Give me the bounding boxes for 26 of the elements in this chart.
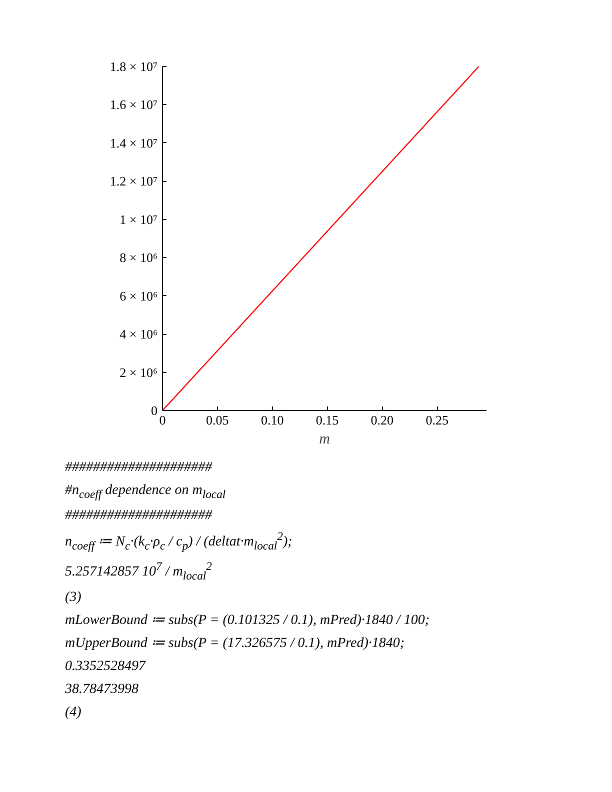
y-tick-label: 8 × 10⁶	[120, 250, 158, 266]
y-tick-label: 1.8 × 10⁷	[110, 59, 158, 74]
y-tick-label: 1.2 × 10⁷	[110, 174, 158, 189]
x-tick-label: 0.10	[260, 412, 284, 428]
y-tick-label: 4 × 10⁶	[120, 326, 158, 342]
text: 38.78473998	[65, 680, 140, 699]
y-tick-label: 0	[151, 403, 158, 418]
y-tick-label: 1.6 × 10⁷	[110, 97, 158, 112]
y-tick-label: 2 × 10⁶	[120, 364, 158, 380]
x-tick-label: 0.20	[370, 412, 394, 428]
text: 0.3352528497	[65, 658, 147, 676]
x-tick-label: 0.15	[316, 412, 339, 428]
text: #####################	[65, 507, 214, 526]
text: #####################	[65, 459, 214, 477]
x-tick-label: 0.25	[426, 412, 448, 428]
y-tick-label: 1.4 × 10⁷	[110, 135, 158, 150]
text: (4)	[65, 704, 82, 722]
x-tick-label: 0.05	[206, 412, 229, 428]
y-tick-label: 1 × 10⁷	[120, 212, 158, 227]
x-axis-title: m	[319, 432, 330, 448]
text: mLowerBound ≔ subs(P = (0.101325 / 0.1), mPred)·1840 / 100;	[65, 612, 430, 630]
text: mUpperBound ≔ subs(P = (17.326575 / 0.1), mPred)·1840;	[65, 634, 406, 653]
text: #n$_{coeff}$ dependence on m$_{local}$	[65, 482, 227, 503]
text: (3)	[65, 588, 82, 607]
y-tick-label: 6 × 10⁶	[120, 288, 158, 304]
text: n$_{coeff}$ ≔ N$_{c}$·(k$_{c}$·ρ$_{c}$ / c$_{p}$) / (deltat·m$_{local}$$^{2}$);	[65, 530, 292, 553]
